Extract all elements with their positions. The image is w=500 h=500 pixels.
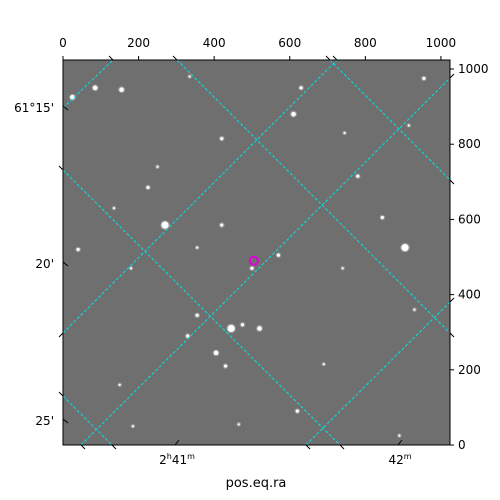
star-23 xyxy=(227,324,235,333)
ra-tick-label-1: 42m xyxy=(388,452,411,467)
star-16 xyxy=(401,244,409,252)
plot-frame xyxy=(62,59,451,446)
star-0 xyxy=(70,94,75,100)
top-tick-label-4: 800 xyxy=(354,36,377,50)
image-background xyxy=(63,60,450,445)
grid-line-1 xyxy=(63,60,338,334)
grid-edge-mark-7 xyxy=(111,444,117,450)
star-20 xyxy=(407,124,410,127)
dec-tick-0 xyxy=(62,105,69,111)
ra-tick-label-0: 2h41m xyxy=(159,452,195,467)
star-4 xyxy=(250,266,254,270)
top-tick-label-2: 400 xyxy=(203,36,226,50)
grid-line-5 xyxy=(63,169,341,445)
target-marker xyxy=(248,255,259,266)
star-14 xyxy=(220,223,224,227)
star-5 xyxy=(291,111,296,117)
top-tick-label-0: 0 xyxy=(59,36,67,50)
star-1 xyxy=(92,85,98,91)
star-15 xyxy=(276,253,281,257)
star-11 xyxy=(112,207,116,210)
star-8 xyxy=(161,221,169,229)
ra-tick-0 xyxy=(174,439,180,446)
ra-tick-1 xyxy=(397,439,403,446)
star-10 xyxy=(156,165,159,168)
grid-edge-mark-12 xyxy=(58,165,64,171)
star-30 xyxy=(341,267,344,270)
coordinate-grid xyxy=(63,60,450,445)
grid-line-4 xyxy=(176,60,450,334)
grid-edge-mark-2 xyxy=(172,55,178,61)
right-tick-label-0: 0 xyxy=(458,438,466,452)
grid-line-2 xyxy=(80,77,450,445)
star-18 xyxy=(356,174,360,178)
star-27 xyxy=(223,364,228,368)
top-tick-label-3: 600 xyxy=(278,36,301,50)
grid-edge-mark-1 xyxy=(332,55,338,61)
right-tick-label-4: 800 xyxy=(458,137,481,151)
x-axis-label: pos.eq.ra xyxy=(226,476,287,491)
star-21 xyxy=(195,313,199,317)
grid-edge-mark-9 xyxy=(449,297,455,303)
star-22 xyxy=(186,334,190,338)
star-35 xyxy=(398,434,401,437)
star-12 xyxy=(76,247,80,252)
star-19 xyxy=(422,76,426,81)
top-tick-label-1: 200 xyxy=(127,36,150,50)
star-13 xyxy=(129,267,133,270)
grid-line-6 xyxy=(329,60,450,181)
grid-line-7 xyxy=(63,395,113,445)
grid-edge-mark-8 xyxy=(449,73,455,79)
star-32 xyxy=(118,383,121,386)
grid-edge-mark-14 xyxy=(58,391,64,397)
grid-edge-mark-13 xyxy=(58,332,64,338)
star-28 xyxy=(295,409,299,413)
grid-edge-mark-4 xyxy=(80,444,86,450)
dec-tick-label-2: 25' xyxy=(35,414,54,428)
grid-line-0 xyxy=(63,60,114,109)
top-tick-label-5: 1000 xyxy=(426,36,457,50)
star-25 xyxy=(240,323,245,327)
star-36 xyxy=(237,423,240,426)
star-17 xyxy=(380,215,384,220)
right-tick-label-3: 600 xyxy=(458,212,481,226)
star-7 xyxy=(220,136,224,141)
stars-layer xyxy=(68,74,427,438)
star-9 xyxy=(146,185,150,190)
grid-edge-mark-3 xyxy=(325,55,331,61)
grid-edge-mark-0 xyxy=(108,55,114,61)
star-33 xyxy=(322,363,325,366)
star-31 xyxy=(196,246,199,249)
pixel-axes: 0 200 400 600 800 1000 0 200 400 600 800 1000 xyxy=(59,36,488,452)
grid-edge-mark-11 xyxy=(449,179,455,185)
target-marker-layer xyxy=(248,255,259,266)
star-2 xyxy=(119,87,124,93)
right-tick-label-5: 1000 xyxy=(458,62,489,76)
star-26 xyxy=(213,350,219,356)
grid-line-3 xyxy=(305,301,450,445)
star-6 xyxy=(299,86,303,90)
grid-edge-mark-6 xyxy=(339,444,345,450)
star-34 xyxy=(131,425,135,428)
grid-edge-mark-5 xyxy=(305,444,311,450)
dec-tick-label-0: 61°15' xyxy=(14,101,54,115)
right-tick-label-1: 200 xyxy=(458,363,481,377)
star-37 xyxy=(343,131,346,135)
dec-tick-1 xyxy=(62,261,69,267)
star-24 xyxy=(257,326,262,331)
grid-edge-mark-10 xyxy=(449,332,455,338)
dec-tick-2 xyxy=(62,418,69,424)
star-3 xyxy=(188,75,191,78)
dec-tick-label-1: 20' xyxy=(35,257,54,271)
right-tick-label-2: 400 xyxy=(458,288,481,302)
star-29 xyxy=(413,308,416,311)
